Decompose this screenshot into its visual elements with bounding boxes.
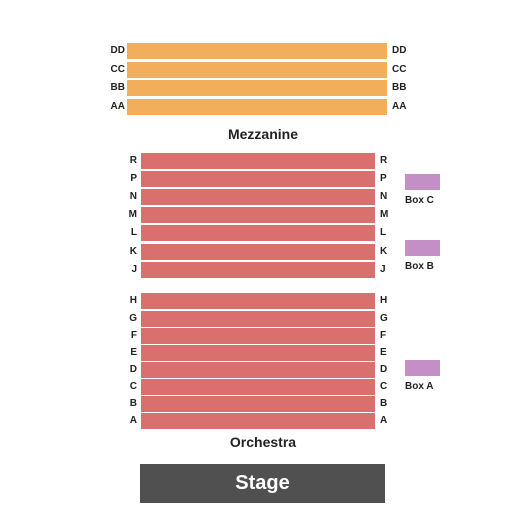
box-b-seat[interactable] [405, 240, 440, 256]
orchestra-row-label-right: B [380, 398, 388, 409]
orchestra-row-label-right: R [380, 155, 388, 166]
orchestra-row-p[interactable] [141, 171, 375, 187]
orchestra-row-n[interactable] [141, 189, 375, 205]
orchestra-row-c[interactable] [141, 379, 375, 395]
orchestra-row-r[interactable] [141, 153, 375, 169]
orchestra-row-label-right: A [380, 415, 388, 426]
mezzanine-row-label-left: AA [110, 101, 125, 112]
orchestra-row-label-left: M [128, 209, 137, 220]
orchestra-row-label-right: M [380, 209, 389, 220]
mezzanine-row-label-right: BB [392, 82, 407, 93]
orchestra-row-label-right: C [380, 381, 388, 392]
box-c-seat[interactable] [405, 174, 440, 190]
orchestra-row-label-right: P [380, 173, 387, 184]
mezzanine-row-label-right: DD [392, 45, 407, 56]
mezzanine-row-label-left: BB [110, 82, 125, 93]
stage: Stage [140, 464, 385, 503]
orchestra-row-label-left: P [130, 173, 137, 184]
orchestra-row-label-left: R [129, 155, 137, 166]
orchestra-row-j[interactable] [141, 262, 375, 278]
orchestra-row-label-right: H [380, 295, 388, 306]
orchestra-row-label-left: B [129, 398, 137, 409]
mezzanine-row-label-left: DD [110, 45, 125, 56]
orchestra-row-m[interactable] [141, 207, 375, 223]
orchestra-row-label-left: L [130, 227, 137, 238]
box-a-seat[interactable] [405, 360, 440, 376]
orchestra-row-label-left: J [131, 264, 137, 275]
orchestra-row-label-left: K [129, 246, 137, 257]
mezzanine-row-label-right: AA [392, 101, 407, 112]
orchestra-row-label-right: N [380, 191, 388, 202]
orchestra-row-label-right: L [380, 227, 387, 238]
orchestra-row-e[interactable] [141, 345, 375, 361]
orchestra-row-label-left: H [129, 295, 137, 306]
mezzanine-row-aa[interactable] [127, 99, 387, 115]
orchestra-row-label-right: D [380, 364, 388, 375]
orchestra-row-l[interactable] [141, 225, 375, 241]
orchestra-row-label-left: N [129, 191, 137, 202]
orchestra-row-label-left: C [129, 381, 137, 392]
orchestra-row-label-right: E [380, 347, 387, 358]
orchestra-row-k[interactable] [141, 244, 375, 260]
orchestra-row-a[interactable] [141, 413, 375, 429]
mezzanine-row-cc[interactable] [127, 62, 387, 78]
orchestra-row-label-left: E [130, 347, 137, 358]
orchestra-row-d[interactable] [141, 362, 375, 378]
orchestra-row-label-left: F [130, 330, 137, 341]
stage-label: Stage [235, 472, 290, 494]
orchestra-title: Orchestra [229, 434, 297, 450]
orchestra-row-f[interactable] [141, 328, 375, 344]
orchestra-row-b[interactable] [141, 396, 375, 412]
orchestra-row-label-right: G [380, 313, 388, 324]
mezzanine-row-dd[interactable] [127, 43, 387, 59]
orchestra-row-h[interactable] [141, 293, 375, 309]
orchestra-row-label-left: G [129, 313, 137, 324]
mezzanine-row-bb[interactable] [127, 80, 387, 96]
orchestra-row-label-left: A [129, 415, 137, 426]
orchestra-row-label-left: D [129, 364, 137, 375]
mezzanine-row-label-right: CC [392, 64, 407, 75]
mezzanine-row-label-left: CC [110, 64, 125, 75]
mezzanine-title: Mezzanine [227, 126, 298, 142]
orchestra-row-label-right: J [380, 264, 386, 275]
orchestra-row-label-right: K [380, 246, 388, 257]
orchestra-row-g[interactable] [141, 311, 375, 327]
box-label: Box B [405, 261, 434, 272]
orchestra-row-label-right: F [380, 330, 387, 341]
box-label: Box A [405, 381, 434, 392]
box-label: Box C [405, 195, 434, 206]
